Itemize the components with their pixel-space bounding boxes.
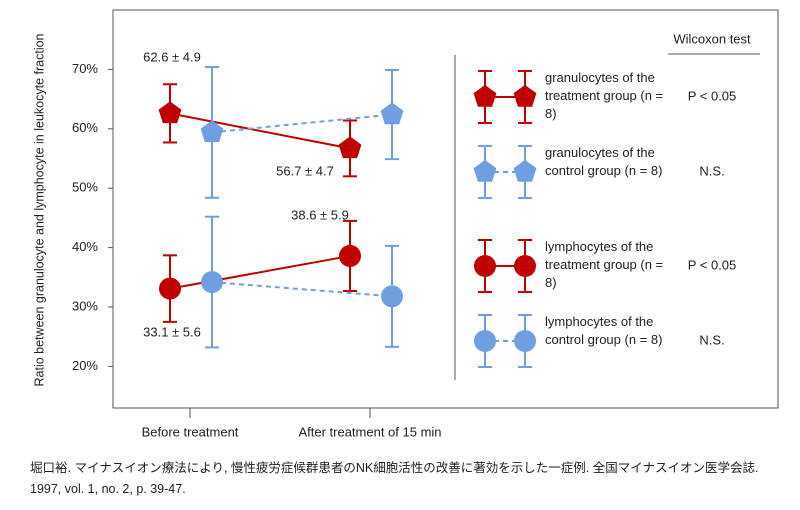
marker: [158, 101, 182, 124]
plot-frame: [112, 9, 779, 409]
marker: [339, 244, 361, 267]
legend-label: lymphocytes of the treatment group (n = …: [545, 239, 664, 290]
legend-label-box: granulocytes of the treatment group (n =…: [545, 70, 664, 121]
legend-entry: lymphocytes of the treatment group (n = …: [474, 239, 737, 293]
y-tick-label: 50%: [72, 180, 98, 195]
test-result: P < 0.05: [688, 257, 737, 272]
legend-label-box: lymphocytes of the treatment group (n = …: [545, 239, 664, 290]
marker: [473, 160, 497, 182]
legend-label-box: granulocytes of the control group (n = 8…: [545, 145, 663, 178]
test-result: P < 0.05: [688, 88, 737, 103]
source-box: 堀口裕. マイナスイオン療法により, 慢性疲労症候群患者のNK細胞活性の改善に著…: [30, 461, 759, 496]
series-line: [169, 254, 351, 290]
y-tick-label: 70%: [72, 61, 98, 76]
marker: [474, 330, 496, 352]
marker: [201, 271, 223, 294]
marker: [381, 285, 403, 308]
legend-entry: lymphocytes of the control group (n = 8)…: [474, 314, 725, 368]
legend-label: granulocytes of the control group (n = 8…: [545, 145, 663, 178]
marker: [514, 330, 536, 352]
marker: [513, 160, 537, 182]
value-label: 38.6 ± 5.9: [291, 207, 349, 222]
test-result: N.S.: [699, 332, 724, 347]
y-tick-label: 30%: [72, 298, 98, 313]
marker: [513, 85, 537, 107]
legend-label-box: lymphocytes of the control group (n = 8): [545, 314, 663, 347]
marker: [159, 277, 181, 300]
y-tick-label: 40%: [72, 239, 98, 254]
source: 堀口裕. マイナスイオン療法により, 慢性疲労症候群患者のNK細胞活性の改善に著…: [30, 461, 759, 496]
legend-label: granulocytes of the treatment group (n =…: [545, 70, 664, 121]
value-label: 56.7 ± 4.7: [276, 163, 334, 178]
legend-entry: granulocytes of the treatment group (n =…: [473, 70, 737, 124]
marker: [514, 255, 536, 277]
marker: [474, 255, 496, 277]
marker: [473, 85, 497, 107]
marker: [200, 120, 224, 143]
x-tick-label: After treatment of 15 min: [298, 424, 441, 439]
marker: [380, 102, 404, 125]
legend-header: Wilcoxon test: [673, 31, 751, 46]
x-tick-label: Before treatment: [142, 424, 239, 439]
y-axis-label: Ratio between granulocyte and lymphocyte…: [32, 33, 46, 386]
series-line: [211, 281, 393, 298]
value-label: 62.6 ± 4.9: [143, 49, 201, 64]
value-label: 33.1 ± 5.6: [143, 324, 201, 339]
y-tick-label: 60%: [72, 120, 98, 135]
legend-label: lymphocytes of the control group (n = 8): [545, 314, 663, 347]
series-line: [169, 112, 351, 150]
marker: [338, 136, 362, 159]
y-tick-label: 20%: [72, 358, 98, 373]
series-line: [211, 113, 393, 134]
legend-entry: granulocytes of the control group (n = 8…: [473, 145, 725, 199]
test-result: N.S.: [699, 163, 724, 178]
